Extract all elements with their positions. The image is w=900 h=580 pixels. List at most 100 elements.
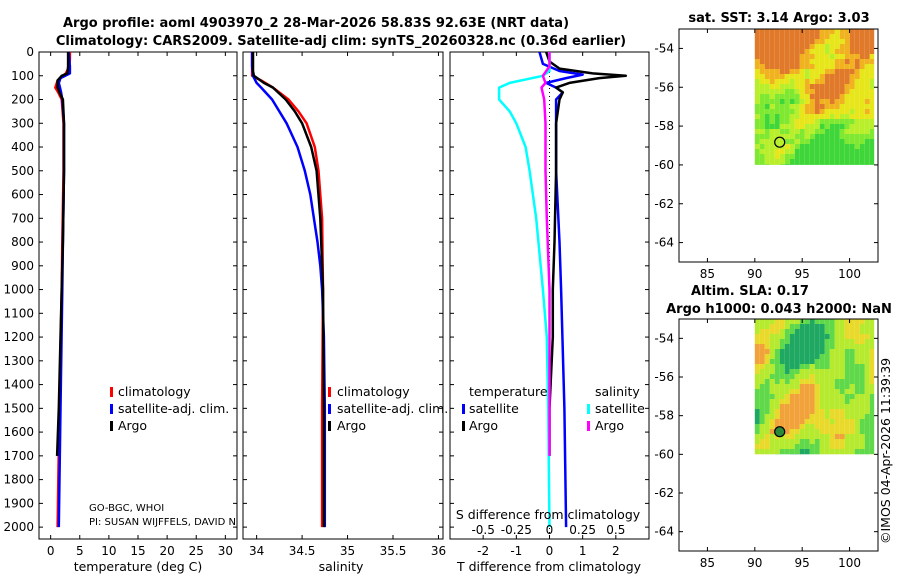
map-cell — [844, 319, 850, 324]
map-cell — [764, 354, 770, 359]
legend-temperature-title: temperature — [469, 384, 548, 399]
map-cell — [769, 139, 775, 144]
map-cell — [844, 434, 850, 439]
map-cell — [859, 149, 865, 154]
map-cell — [869, 159, 875, 164]
map-cell — [784, 89, 790, 94]
map-cell — [799, 84, 805, 89]
map-cell — [779, 439, 785, 444]
map-cell — [869, 49, 875, 54]
map-cell — [789, 124, 795, 129]
map-cell — [799, 139, 805, 144]
float-pi-note: PI: SUSAN WIJFFELS, DAVID N — [89, 517, 236, 528]
map-cell — [854, 144, 860, 149]
map-cell — [849, 149, 855, 154]
map-cell — [854, 74, 860, 79]
map-cell — [859, 329, 865, 334]
map-cell — [779, 69, 785, 74]
map-cell — [849, 389, 855, 394]
map-cell — [829, 124, 835, 129]
map-cell — [829, 379, 835, 384]
map-cell — [869, 99, 875, 104]
map-cell — [869, 94, 875, 99]
map-cell — [844, 39, 850, 44]
map-cell — [784, 44, 790, 49]
map-cell — [839, 344, 845, 349]
map-cell — [814, 84, 820, 89]
map-cell — [759, 334, 765, 339]
legend-s-argo: Argo — [595, 418, 624, 433]
map-cell — [829, 84, 835, 89]
map-cell — [754, 404, 760, 409]
map-cell — [819, 79, 825, 84]
map-cell — [829, 54, 835, 59]
map-cell — [789, 449, 795, 454]
map-cell — [779, 449, 785, 454]
map-cell — [869, 339, 875, 344]
map-cell — [819, 144, 825, 149]
map-cell — [794, 29, 800, 34]
map-cell — [824, 329, 830, 334]
map-cell — [844, 104, 850, 109]
map-cell — [799, 99, 805, 104]
map-cell — [784, 74, 790, 79]
map-cell — [859, 334, 865, 339]
map-cell — [789, 339, 795, 344]
map-cell — [794, 389, 800, 394]
map-cell — [804, 359, 810, 364]
map-cell — [849, 114, 855, 119]
depth-tick-label: 900 — [11, 259, 34, 273]
map-cell — [794, 124, 800, 129]
sst-map-panel: sat. SST: 3.14 Argo: 3.03 85 90 95 100 -54 -5… — [654, 11, 879, 281]
map-cell — [764, 89, 770, 94]
map-cell — [784, 319, 790, 324]
map-cell — [834, 449, 840, 454]
map-cell — [789, 344, 795, 349]
map-cell — [819, 334, 825, 339]
map-cell — [759, 384, 765, 389]
map-cell — [854, 99, 860, 104]
map-cell — [774, 449, 780, 454]
map-cell — [769, 44, 775, 49]
map-cell — [869, 414, 875, 419]
map-cell — [834, 369, 840, 374]
x-tick-label: 1 — [579, 544, 587, 558]
map-cell — [759, 34, 765, 39]
map-cell — [839, 419, 845, 424]
map-cell — [834, 149, 840, 154]
map-cell — [774, 64, 780, 69]
map-cell — [844, 29, 850, 34]
map-cell — [859, 34, 865, 39]
map-cell — [784, 84, 790, 89]
map-cell — [809, 394, 815, 399]
map-cell — [769, 344, 775, 349]
map-cell — [839, 29, 845, 34]
x-tick-label: 15 — [130, 544, 145, 558]
map-cell — [809, 74, 815, 79]
map-cell — [859, 429, 865, 434]
map-cell — [754, 94, 760, 99]
map-cell — [809, 34, 815, 39]
x-tick-label: 30 — [218, 544, 233, 558]
map-cell — [794, 94, 800, 99]
map-cell — [759, 119, 765, 124]
map-cell — [814, 339, 820, 344]
map-cell — [789, 389, 795, 394]
map-cell — [829, 114, 835, 119]
map-cell — [804, 54, 810, 59]
map-cell — [859, 64, 865, 69]
map-cell — [804, 154, 810, 159]
map-cell — [849, 34, 855, 39]
map-cell — [804, 369, 810, 374]
map-cell — [819, 384, 825, 389]
map-cell — [844, 399, 850, 404]
map-cell — [869, 114, 875, 119]
map-cell — [829, 29, 835, 34]
map-cell — [859, 409, 865, 414]
map-cell — [759, 359, 765, 364]
map-cell — [829, 39, 835, 44]
map-cell — [844, 449, 850, 454]
map-cell — [789, 364, 795, 369]
map-cell — [804, 449, 810, 454]
map-cell — [799, 404, 805, 409]
